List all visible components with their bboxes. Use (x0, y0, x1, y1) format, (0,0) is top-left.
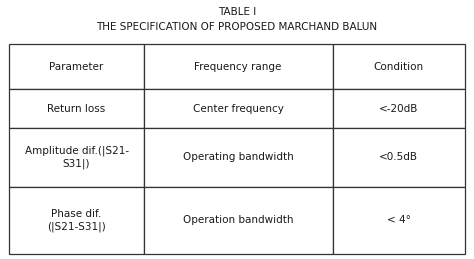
Bar (9, 128, 144, 187)
Text: TABLE I: TABLE I (218, 7, 256, 17)
Text: Amplitude dif.(|S21-
S31|): Amplitude dif.(|S21- S31|) (25, 145, 128, 169)
Bar (9, 187, 144, 254)
Text: < 4°: < 4° (387, 215, 410, 225)
Text: Phase dif.
(|S21-S31|): Phase dif. (|S21-S31|) (47, 208, 106, 232)
Text: Return loss: Return loss (47, 104, 106, 113)
Bar (144, 128, 333, 187)
Text: <-20dB: <-20dB (379, 104, 418, 113)
Text: Center frequency: Center frequency (193, 104, 283, 113)
Text: Condition: Condition (374, 62, 424, 71)
Bar (333, 187, 465, 254)
Bar (144, 44, 333, 89)
Bar (333, 128, 465, 187)
Bar (333, 89, 465, 128)
Text: THE SPECIFICATION OF PROPOSED MARCHAND BALUN: THE SPECIFICATION OF PROPOSED MARCHAND B… (96, 22, 378, 32)
Text: Operation bandwidth: Operation bandwidth (183, 215, 293, 225)
Bar (144, 89, 333, 128)
Bar (9, 89, 144, 128)
Text: Frequency range: Frequency range (194, 62, 282, 71)
Bar (333, 44, 465, 89)
Bar (144, 187, 333, 254)
Text: Operating bandwidth: Operating bandwidth (183, 152, 293, 162)
Text: Parameter: Parameter (49, 62, 104, 71)
Text: <0.5dB: <0.5dB (379, 152, 418, 162)
Bar (9, 44, 144, 89)
